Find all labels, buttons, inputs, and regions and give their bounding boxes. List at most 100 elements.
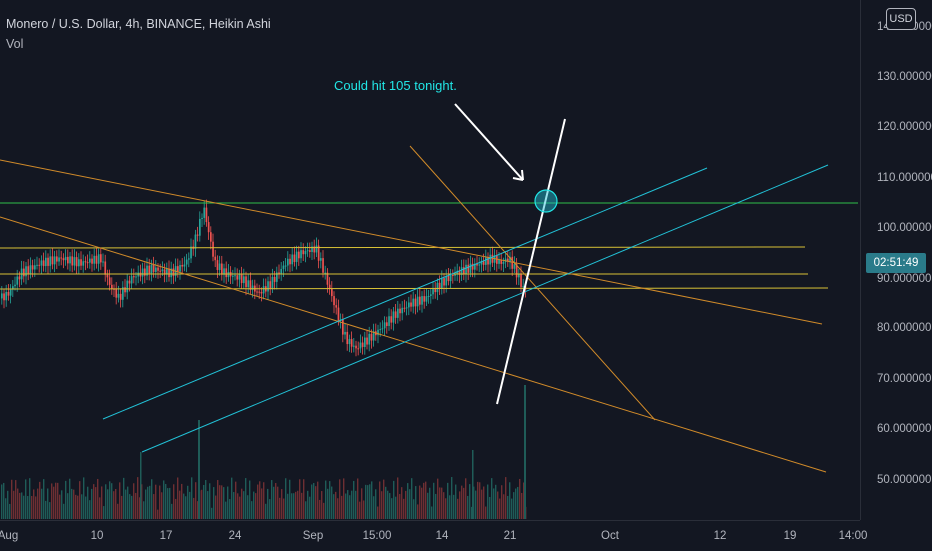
volume-indicator-label[interactable]: Vol <box>6 37 24 51</box>
candle <box>416 296 419 307</box>
volume-bar <box>311 484 313 519</box>
volume-bar <box>393 480 395 519</box>
candle <box>447 275 450 282</box>
candle <box>60 257 63 259</box>
volume-bar <box>163 480 165 519</box>
volume-bar <box>203 484 205 519</box>
candle <box>485 257 487 265</box>
volume-bar <box>459 491 461 519</box>
candle <box>210 232 212 242</box>
volume-bar <box>73 489 75 519</box>
candle <box>452 274 454 276</box>
volume-bar <box>361 488 363 519</box>
candle <box>289 258 291 265</box>
volume-bar <box>287 493 289 519</box>
volume-bar <box>353 480 355 519</box>
volume-bar <box>421 487 423 519</box>
candle <box>203 207 206 218</box>
volume-bar <box>263 482 265 519</box>
currency-button[interactable]: USD <box>886 8 916 30</box>
price-axis[interactable]: 140.000000 130.000000 120.000000 110.000… <box>860 0 932 520</box>
candle <box>29 265 32 274</box>
volume-bar <box>165 483 167 519</box>
volume-bar <box>61 490 63 519</box>
volume-bar <box>417 504 419 519</box>
volume-bar <box>291 493 293 519</box>
volume-bar <box>57 482 59 519</box>
volume-bar <box>367 485 369 519</box>
candle <box>256 291 258 293</box>
volume-bar <box>391 498 393 519</box>
volume-bar <box>55 482 57 519</box>
candle <box>368 333 371 345</box>
volume-bar <box>93 484 95 519</box>
volume-bar <box>455 484 457 519</box>
candle <box>122 287 124 300</box>
candle <box>100 254 102 263</box>
volume-bar <box>315 486 317 519</box>
candle <box>47 257 49 266</box>
candle <box>36 264 38 266</box>
candle <box>40 260 43 266</box>
candle <box>405 307 408 309</box>
volume-bar <box>479 482 481 519</box>
volume-bar <box>205 480 207 519</box>
volume-bar <box>223 487 225 519</box>
candle <box>480 261 483 265</box>
candle <box>315 245 318 253</box>
volume-bar <box>295 491 297 519</box>
candle <box>260 292 263 294</box>
candle <box>346 331 349 345</box>
volume-bar <box>471 506 473 519</box>
volume-bar <box>71 488 73 519</box>
candle <box>306 250 309 252</box>
volume-bar <box>507 495 509 519</box>
candle <box>144 268 146 276</box>
volume-bar <box>433 482 435 519</box>
candle <box>518 274 520 278</box>
chart-annotation-text[interactable]: Could hit 105 tonight. <box>334 78 457 93</box>
volume-bar <box>91 488 93 519</box>
candle <box>130 276 133 284</box>
candle <box>258 291 261 293</box>
volume-bar <box>157 509 159 519</box>
candle <box>476 263 478 266</box>
volume-bar <box>483 486 485 519</box>
volume-bar <box>329 481 331 519</box>
candle <box>232 275 234 277</box>
volume-bar <box>155 484 157 519</box>
volume-bar <box>415 486 417 519</box>
time-axis[interactable]: Aug 10 17 24 Sep 15:00 14 21 Oct 12 19 1… <box>0 520 867 551</box>
candle <box>67 256 69 264</box>
volume-bar <box>425 481 427 519</box>
volume-bar <box>21 492 23 519</box>
volume-bar <box>123 477 125 519</box>
candle <box>86 262 89 264</box>
current-price-countdown: 02:51:49 <box>866 253 926 273</box>
arrow-head <box>521 169 524 181</box>
candle <box>249 280 252 290</box>
volume-bar <box>419 485 421 519</box>
time-tick-label: 19 <box>783 530 797 542</box>
volume-bar <box>141 484 143 519</box>
candle <box>146 265 148 276</box>
volume-bar <box>389 493 391 519</box>
time-tick-label: Aug <box>0 530 19 542</box>
candle <box>386 322 388 326</box>
candle <box>322 258 324 273</box>
volume-bar <box>307 490 309 519</box>
volume-bar <box>385 486 387 519</box>
volume-bar <box>17 488 19 519</box>
volume-bar <box>523 482 525 519</box>
volume-bar <box>237 493 239 519</box>
candle <box>161 269 164 272</box>
volume-bar <box>47 488 49 519</box>
candle <box>111 284 113 289</box>
volume-bar <box>219 485 221 519</box>
candle <box>243 276 245 284</box>
candle <box>102 261 104 263</box>
candle <box>348 339 351 345</box>
volume-bar <box>35 496 37 519</box>
